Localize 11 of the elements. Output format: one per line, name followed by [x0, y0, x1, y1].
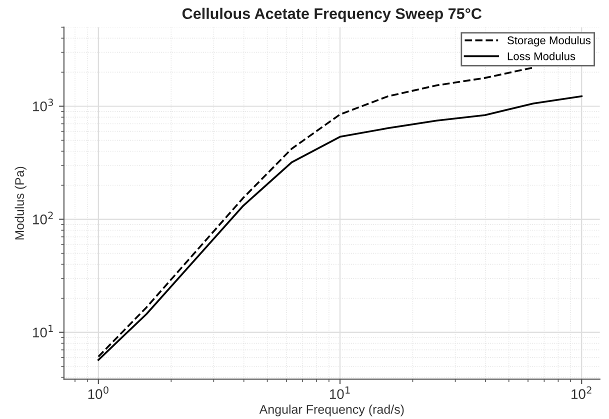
legend-label: Loss Modulus: [508, 52, 576, 60]
y-axis-title: Modulus (Pa): [14, 166, 26, 240]
x-axis-title: Angular Frequency (rad/s): [259, 404, 404, 416]
y-tick-label: 10$^{3}$: [33, 98, 53, 112]
x-tick-label: 10$^{1}$: [330, 386, 350, 400]
legend-label: Storage Modulus: [507, 36, 591, 46]
x-tick-label: 10$^{2}$: [572, 386, 592, 400]
y-tick-label: 10$^{1}$: [33, 324, 53, 338]
x-tick-label: 10$^{0}$: [88, 386, 108, 400]
chart-title: Cellulous Acetate Frequency Sweep 75°C: [182, 8, 482, 22]
y-tick-label: 10$^{2}$: [33, 212, 53, 224]
